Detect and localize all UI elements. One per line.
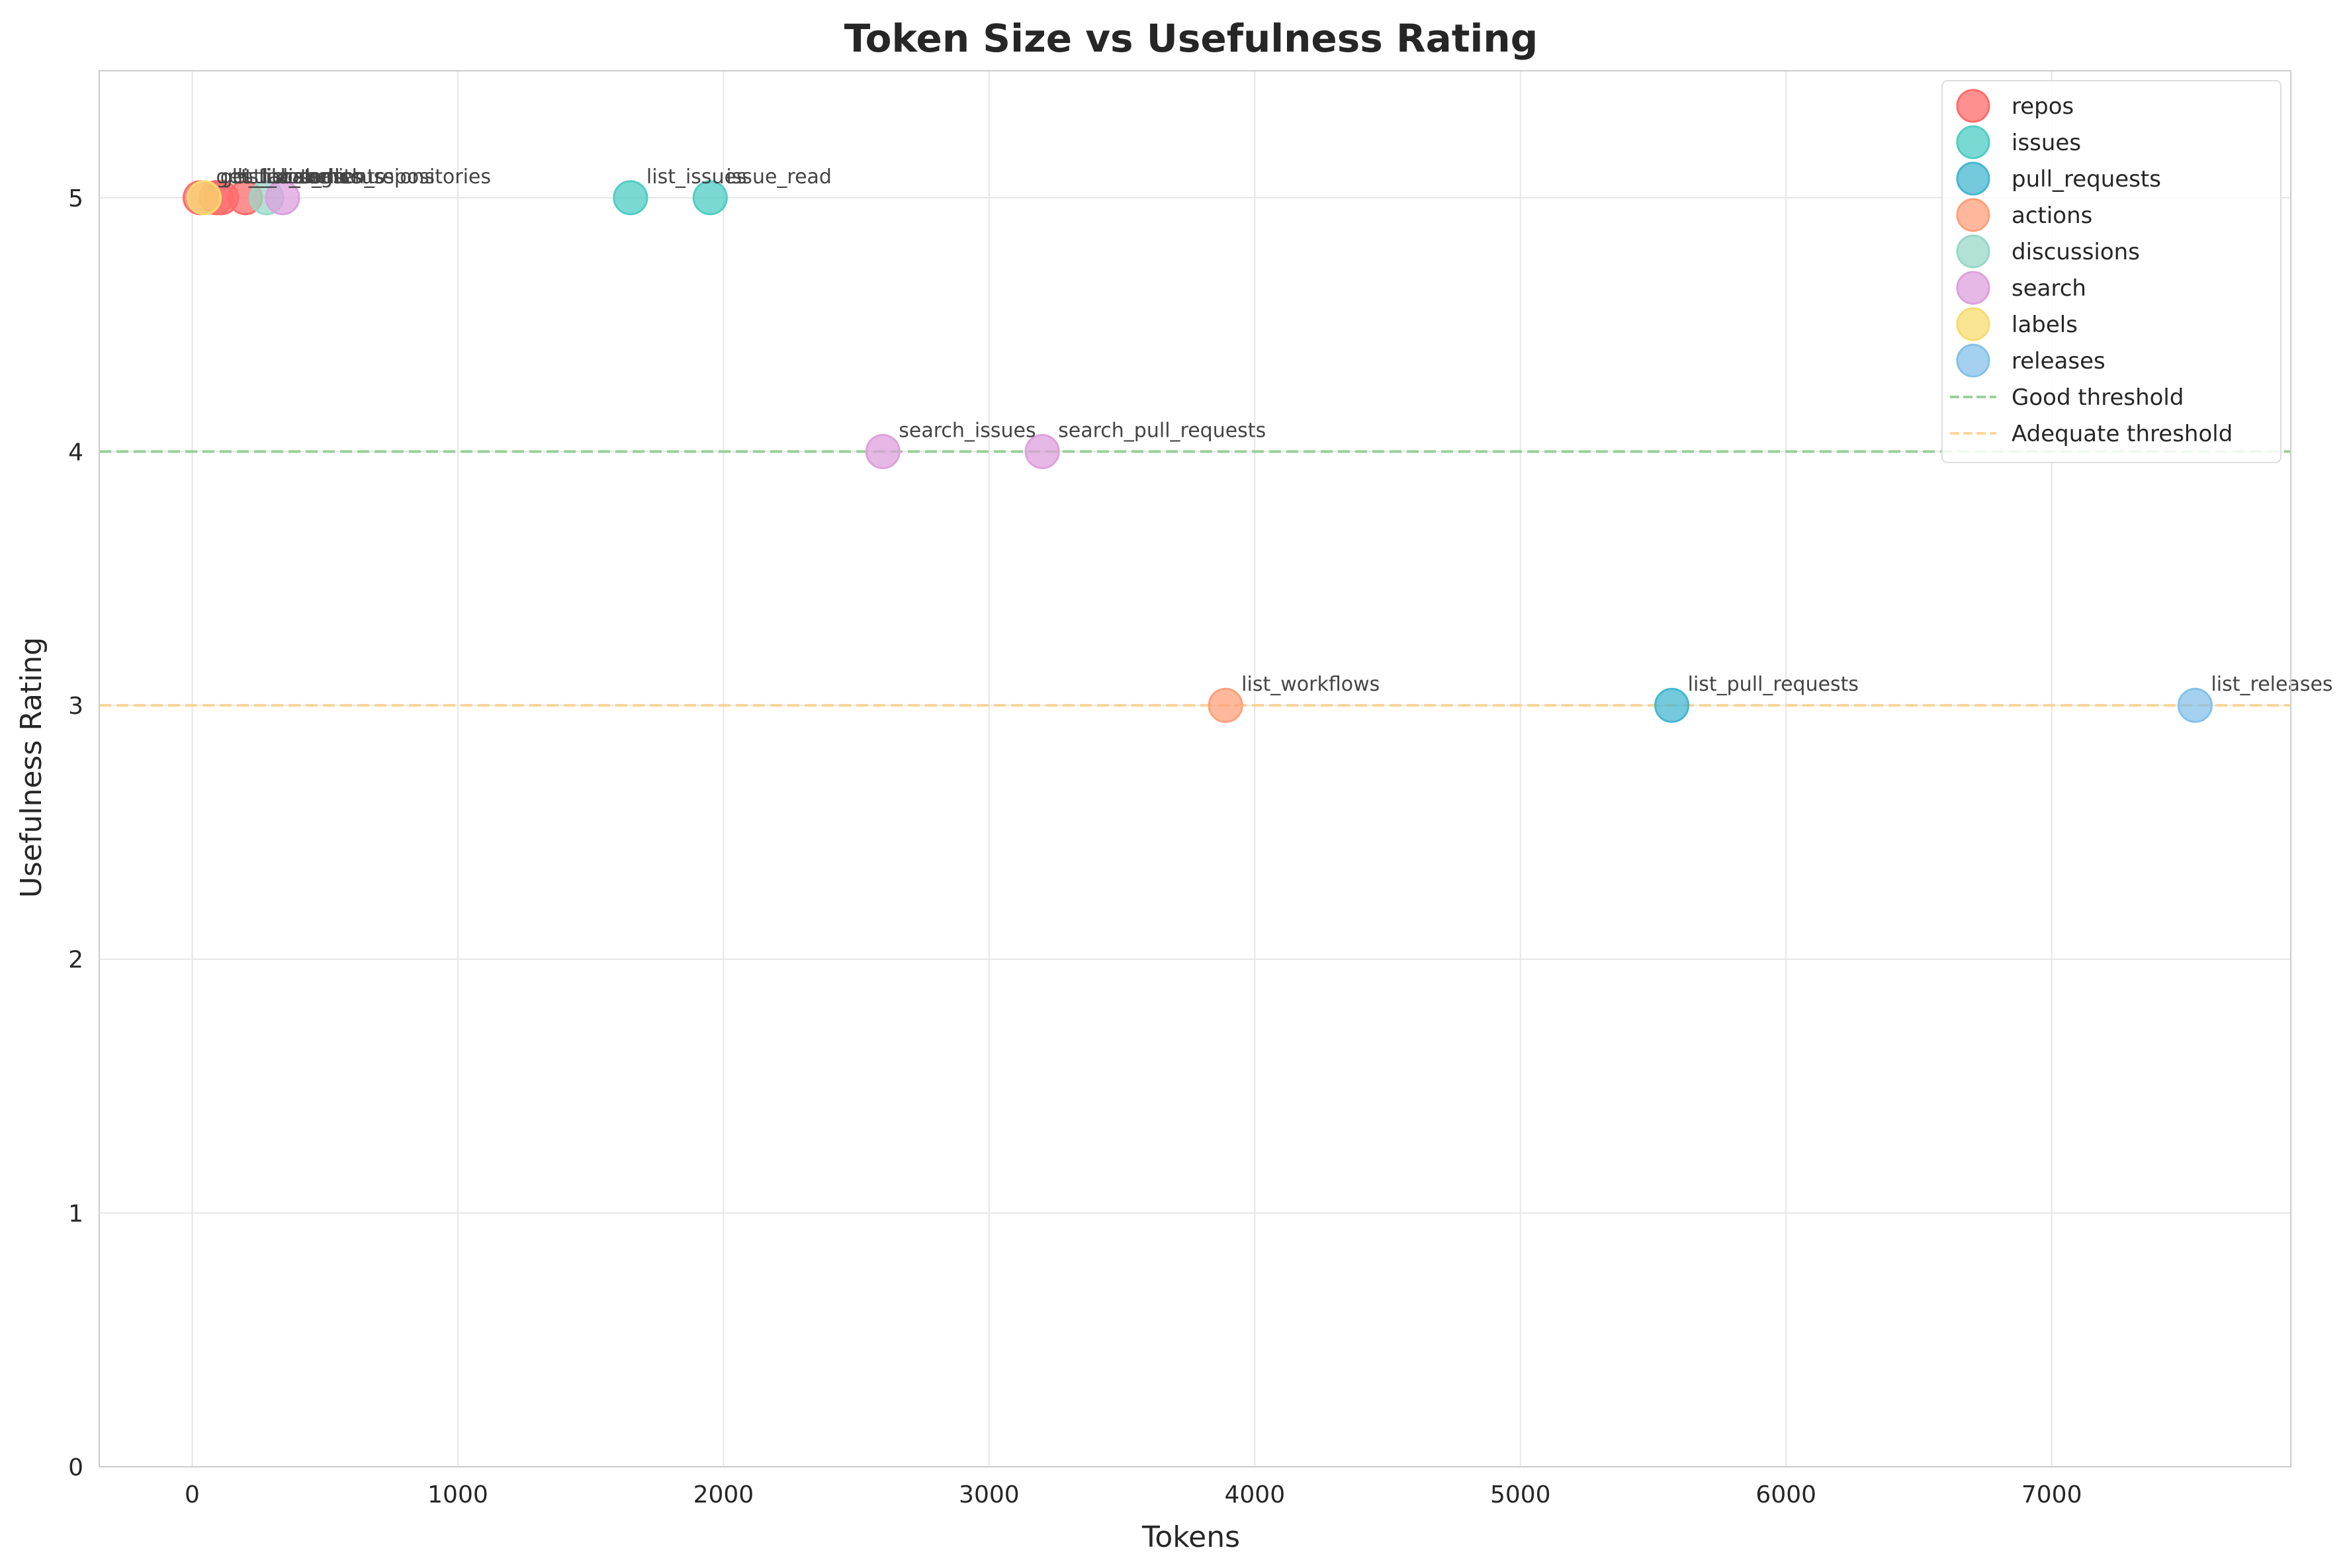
x-tick-label: 2000 <box>693 1481 754 1508</box>
data-point <box>2177 687 2213 723</box>
data-point-label: list_tags <box>261 165 343 189</box>
legend-entry: releases <box>2012 348 2105 374</box>
data-point-label: list_releases <box>2211 673 2332 696</box>
x-tick-label: 0 <box>185 1481 200 1508</box>
x-tick-label: 1000 <box>427 1481 488 1508</box>
point-labels: get_file_contentslist_brancheslist_commi… <box>216 165 2333 696</box>
plot-frame <box>99 70 2291 1467</box>
legend-entry: Adequate threshold <box>2012 421 2233 447</box>
legend-marker <box>1956 198 1990 232</box>
legend-marker <box>1956 307 1990 341</box>
x-tick-label: 5000 <box>1490 1481 1551 1508</box>
x-tick-label: 7000 <box>2021 1481 2082 1508</box>
y-tick-label: 1 <box>68 1200 83 1227</box>
data-point <box>1024 433 1060 469</box>
legend-entry: actions <box>2012 202 2092 229</box>
data-point <box>187 180 222 216</box>
x-tick-label: 3000 <box>959 1481 1020 1508</box>
data-point-label: list_branches <box>232 165 363 189</box>
data-point <box>1208 687 1243 723</box>
x-tick-label: 4000 <box>1225 1481 1286 1508</box>
data-point-label: list_discussions <box>283 165 435 189</box>
legend-marker <box>1956 343 1990 378</box>
y-tick-label: 5 <box>68 185 83 212</box>
y-tick-label: 4 <box>68 439 83 466</box>
data-point-label: search_pull_requests <box>1058 419 1266 442</box>
y-tick-label: 0 <box>68 1454 83 1481</box>
data-point-label: issue_read <box>726 165 832 189</box>
legend-entry: repos <box>2012 93 2074 120</box>
legend-entry: issues <box>2012 130 2081 156</box>
y-ticks: 0 1 2 3 4 5 <box>68 185 83 1481</box>
legend-entry: Good threshold <box>2012 384 2184 411</box>
y-tick-label: 2 <box>68 947 83 974</box>
legend-entry: search <box>2012 275 2086 302</box>
y-tick-label: 3 <box>68 693 83 720</box>
x-tick-label: 6000 <box>1755 1481 1816 1508</box>
y-axis-label: Usefulness Rating <box>15 637 48 898</box>
data-point <box>692 180 728 216</box>
data-point-label: list_issues <box>646 165 747 189</box>
legend-marker <box>1956 89 1990 123</box>
data-point-label: list_commits <box>238 165 362 189</box>
data-point-label: get_label <box>220 165 311 189</box>
legend-box <box>1941 80 2281 463</box>
x-axis-label: Tokens <box>1141 1520 1240 1554</box>
legend-marker <box>1956 161 1990 196</box>
threshold-lines <box>99 450 2291 707</box>
data-point-label: list_pull_requests <box>1688 673 1859 696</box>
data-point-label: search_repositories <box>298 165 491 189</box>
legend-entry: pull_requests <box>2012 166 2161 193</box>
data-point-label: get_file_contents <box>216 165 385 189</box>
data-point <box>865 433 901 469</box>
legend-entry: labels <box>2012 312 2078 338</box>
chart-title: Token Size vs Usefulness Rating <box>844 16 1538 61</box>
data-point <box>1654 687 1690 723</box>
legend-entry: discussions <box>2012 239 2140 265</box>
data-point-label: list_workflows <box>1241 673 1380 696</box>
data-points <box>183 180 2213 723</box>
data-point <box>613 180 648 216</box>
x-ticks: 0 1000 2000 3000 4000 5000 6000 7000 <box>185 1481 2082 1508</box>
data-point <box>265 180 300 216</box>
data-point-label: search_issues <box>899 419 1036 442</box>
legend-marker <box>1956 125 1990 159</box>
legend-marker <box>1956 271 1990 305</box>
legend-marker <box>1956 234 1990 269</box>
